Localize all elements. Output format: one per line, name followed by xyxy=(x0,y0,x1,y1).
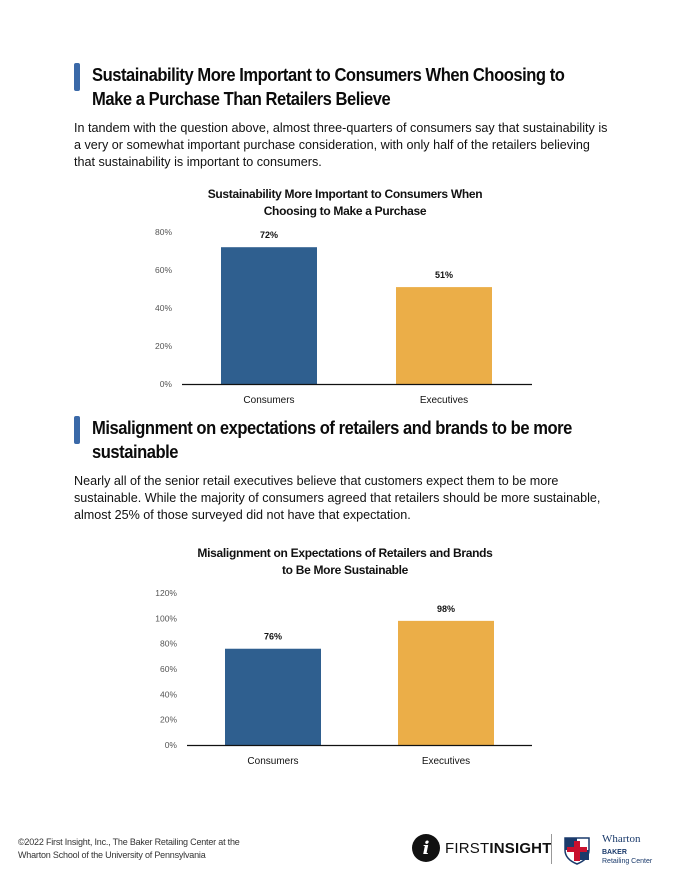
logo-divider xyxy=(551,834,552,864)
section-2-title: Misalignment on expectations of retailer… xyxy=(92,418,572,462)
y-tick-label: 20% xyxy=(155,341,172,351)
section-1-heading: Sustainability More Important to Consume… xyxy=(74,63,614,111)
bar-consumers xyxy=(225,648,321,745)
first-insight-logo: i FIRSTINSIGHT xyxy=(412,834,552,862)
bar-executives xyxy=(398,620,494,745)
footer-logos: i FIRSTINSIGHT Wharton BAKER Retailing C… xyxy=(412,830,662,870)
logo-first: FIRST xyxy=(445,839,490,857)
chart-1: Sustainability More Important to Consume… xyxy=(140,184,540,406)
category-label: Consumers xyxy=(243,395,294,406)
chart-2-plot: 0% 20% 40% 60% 80% 100% 120% 76% Consumers 98% Exe… xyxy=(155,588,532,767)
y-tick-label: 40% xyxy=(155,303,172,313)
section-1-title: Sustainability More Important to Consume… xyxy=(92,65,565,109)
y-tick-label: 100% xyxy=(155,613,177,623)
retailing-center-wordmark: Retailing Center xyxy=(602,858,653,865)
chart-2: Misalignment on Expectations of Retailer… xyxy=(140,545,540,770)
data-label: 98% xyxy=(437,604,455,614)
first-insight-icon: i xyxy=(412,834,440,862)
y-tick-label: 60% xyxy=(155,265,172,275)
section-1-paragraph: In tandem with the question above, almos… xyxy=(74,121,608,169)
bar-consumers xyxy=(221,247,317,384)
category-label: Executives xyxy=(422,756,470,767)
data-label: 76% xyxy=(264,632,282,642)
footer-copyright: ©2022 First Insight, Inc., The Baker Ret… xyxy=(18,836,240,862)
section-2-paragraph: Nearly all of the senior retail executiv… xyxy=(74,474,601,522)
chart-1-title: Sustainability More Important to Consume… xyxy=(207,187,483,218)
y-tick-label: 40% xyxy=(160,689,177,699)
accent-bar xyxy=(74,63,80,91)
section-2-heading: Misalignment on expectations of retailer… xyxy=(74,416,614,464)
wharton-baker-logo: Wharton BAKER Retailing Center xyxy=(602,833,662,866)
chart-2-title: Misalignment on Expectations of Retailer… xyxy=(197,546,493,577)
category-label: Executives xyxy=(420,395,468,406)
accent-bar xyxy=(74,416,80,444)
copyright-line-2: Wharton School of the University of Penn… xyxy=(18,850,206,860)
y-tick-label: 20% xyxy=(160,715,177,725)
y-tick-label: 0% xyxy=(165,740,178,750)
data-label: 72% xyxy=(260,230,278,240)
y-tick-label: 80% xyxy=(155,227,172,237)
baker-wordmark: BAKER xyxy=(602,849,627,856)
y-tick-label: 60% xyxy=(160,664,177,674)
y-tick-label: 0% xyxy=(160,379,173,389)
category-label: Consumers xyxy=(247,756,298,767)
y-tick-label: 120% xyxy=(155,588,177,598)
penn-shield-icon xyxy=(564,837,590,865)
data-label: 51% xyxy=(435,270,453,280)
copyright-line-1: ©2022 First Insight, Inc., The Baker Ret… xyxy=(18,837,240,847)
chart-1-plot: 0% 20% 40% 60% 80% 72% Consumers 51% Executives xyxy=(155,227,532,406)
wharton-wordmark: Wharton xyxy=(602,833,641,845)
bar-executives xyxy=(396,287,492,384)
logo-insight: INSIGHT xyxy=(489,839,552,857)
y-tick-label: 80% xyxy=(160,639,177,649)
